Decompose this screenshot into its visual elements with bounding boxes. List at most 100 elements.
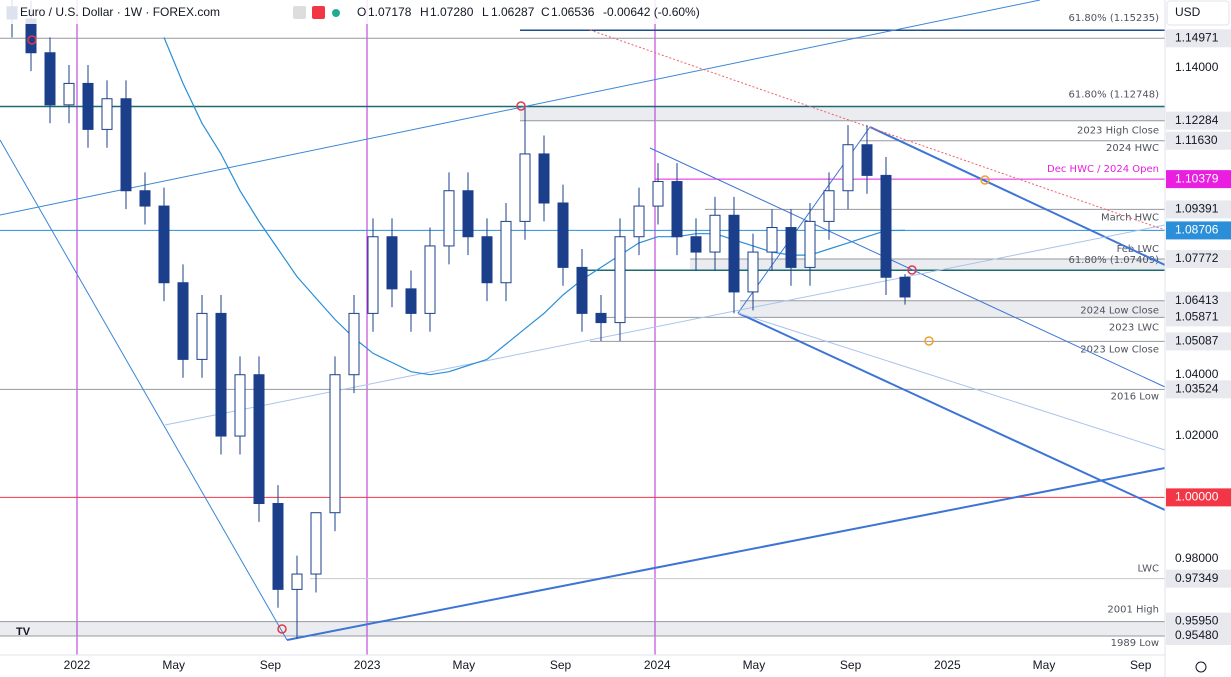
price-label: 1.11630	[1175, 133, 1218, 147]
trendline	[286, 467, 1166, 641]
candle-body	[899, 276, 911, 298]
candle-body	[462, 190, 474, 238]
marker	[516, 101, 526, 111]
candle-body	[690, 236, 702, 253]
price-label-bg	[1166, 332, 1231, 351]
low: 1.06287	[491, 5, 535, 19]
x-tick-label: 2023	[354, 658, 381, 672]
pivot-markers	[27, 35, 990, 634]
level-note: 2023 Low Close	[1080, 344, 1159, 355]
candle-body	[633, 205, 645, 238]
zone	[0, 621, 1165, 636]
price-label-bg	[1166, 291, 1231, 310]
price-label-bg	[1166, 221, 1231, 240]
price-label: 1.06413	[1175, 293, 1219, 307]
l-label: L	[482, 5, 489, 19]
y-tick-label: 1.04000	[1175, 367, 1219, 381]
y-tick-label: 0.98000	[1175, 551, 1219, 565]
candle-body	[481, 236, 493, 284]
candle-body	[443, 190, 455, 247]
candle-body	[386, 236, 398, 290]
x-tick-label: 2024	[644, 658, 671, 672]
candle-body	[861, 144, 873, 176]
currency-button[interactable]	[1166, 0, 1230, 26]
level-note: 1989 Low	[1111, 638, 1159, 649]
candle-body	[595, 312, 607, 324]
o-label: O	[357, 5, 366, 19]
x-tick-label: May	[452, 658, 475, 672]
candle-body	[158, 205, 170, 284]
logo: TV	[16, 626, 31, 638]
price-label: 1.05087	[1175, 334, 1219, 348]
trendlines	[0, 0, 1166, 641]
zone	[520, 106, 1165, 121]
level-note: 2023 LWC	[1109, 322, 1159, 333]
candle-body	[196, 312, 208, 360]
candle-body	[44, 52, 56, 106]
h-label: H	[420, 5, 429, 19]
zone	[690, 259, 1165, 271]
candle-body	[291, 573, 303, 590]
price-label: 1.03524	[1175, 381, 1219, 395]
candle-body	[804, 220, 816, 268]
change: -0.00642 (-0.60%)	[603, 5, 700, 19]
open: 1.07178	[368, 5, 412, 19]
candle-body	[500, 220, 512, 284]
price-label-bg	[1166, 131, 1231, 150]
y-axis: 0.98000 1.02000 1.04000 1.14000 1.14971 1.122…	[1166, 29, 1231, 645]
y-tick-label: 1.02000	[1175, 428, 1219, 442]
candle-body	[747, 251, 759, 293]
price-label: 1.00000	[1175, 490, 1219, 504]
settings-icon[interactable]	[1195, 661, 1207, 673]
marker	[907, 265, 917, 275]
marker	[277, 624, 287, 634]
candle-body	[519, 153, 531, 222]
zone	[740, 300, 1165, 318]
price-label: 0.95480	[1175, 628, 1219, 642]
level-note: Feb LWC	[1117, 244, 1159, 255]
candle-body	[120, 98, 132, 192]
level-note: 2024 Low Close	[1080, 306, 1159, 317]
candle-body	[728, 214, 740, 293]
price-label-bg	[1166, 488, 1231, 507]
candle-body	[310, 512, 322, 575]
icon	[293, 6, 306, 19]
price-label: 1.10379	[1175, 171, 1219, 185]
candle-body	[272, 503, 284, 590]
candle-body	[367, 236, 379, 314]
candle-body	[177, 282, 189, 360]
x-tick-label: Sep	[1130, 658, 1152, 672]
price-label: 1.07772	[1175, 251, 1219, 265]
high: 1.07280	[430, 5, 474, 19]
price-label-bg	[1166, 250, 1231, 269]
level-note: LWC	[1137, 564, 1159, 575]
currency[interactable]: USD	[1175, 5, 1201, 19]
moving-average	[163, 37, 906, 376]
candle-body	[652, 181, 664, 207]
price-label-bg	[1166, 29, 1231, 48]
trendline	[589, 29, 1166, 231]
candle-body	[880, 174, 892, 278]
c-label: C	[541, 5, 550, 19]
candle-body	[101, 98, 113, 130]
candle-body	[785, 227, 797, 268]
level-note: Dec HWC / 2024 Open	[1047, 164, 1159, 175]
candle-body	[671, 181, 683, 238]
price-label: 0.97349	[1175, 571, 1219, 585]
level-note: March HWC	[1101, 212, 1159, 223]
trendline	[737, 312, 1166, 451]
level-note: 61.80% (1.15235)	[1069, 13, 1160, 24]
x-tick-label: 2022	[64, 658, 91, 672]
trendline	[869, 126, 1166, 266]
price-label: 1.05871	[1175, 310, 1219, 324]
level-note: 61.80% (1.07409)	[1069, 255, 1160, 266]
candle-body	[557, 202, 569, 268]
candles	[6, 0, 911, 639]
candle-body	[82, 82, 94, 130]
header-bg	[0, 0, 720, 24]
candle-body	[139, 190, 151, 207]
x-tick-label: May	[162, 658, 185, 672]
candle-body	[576, 266, 588, 314]
